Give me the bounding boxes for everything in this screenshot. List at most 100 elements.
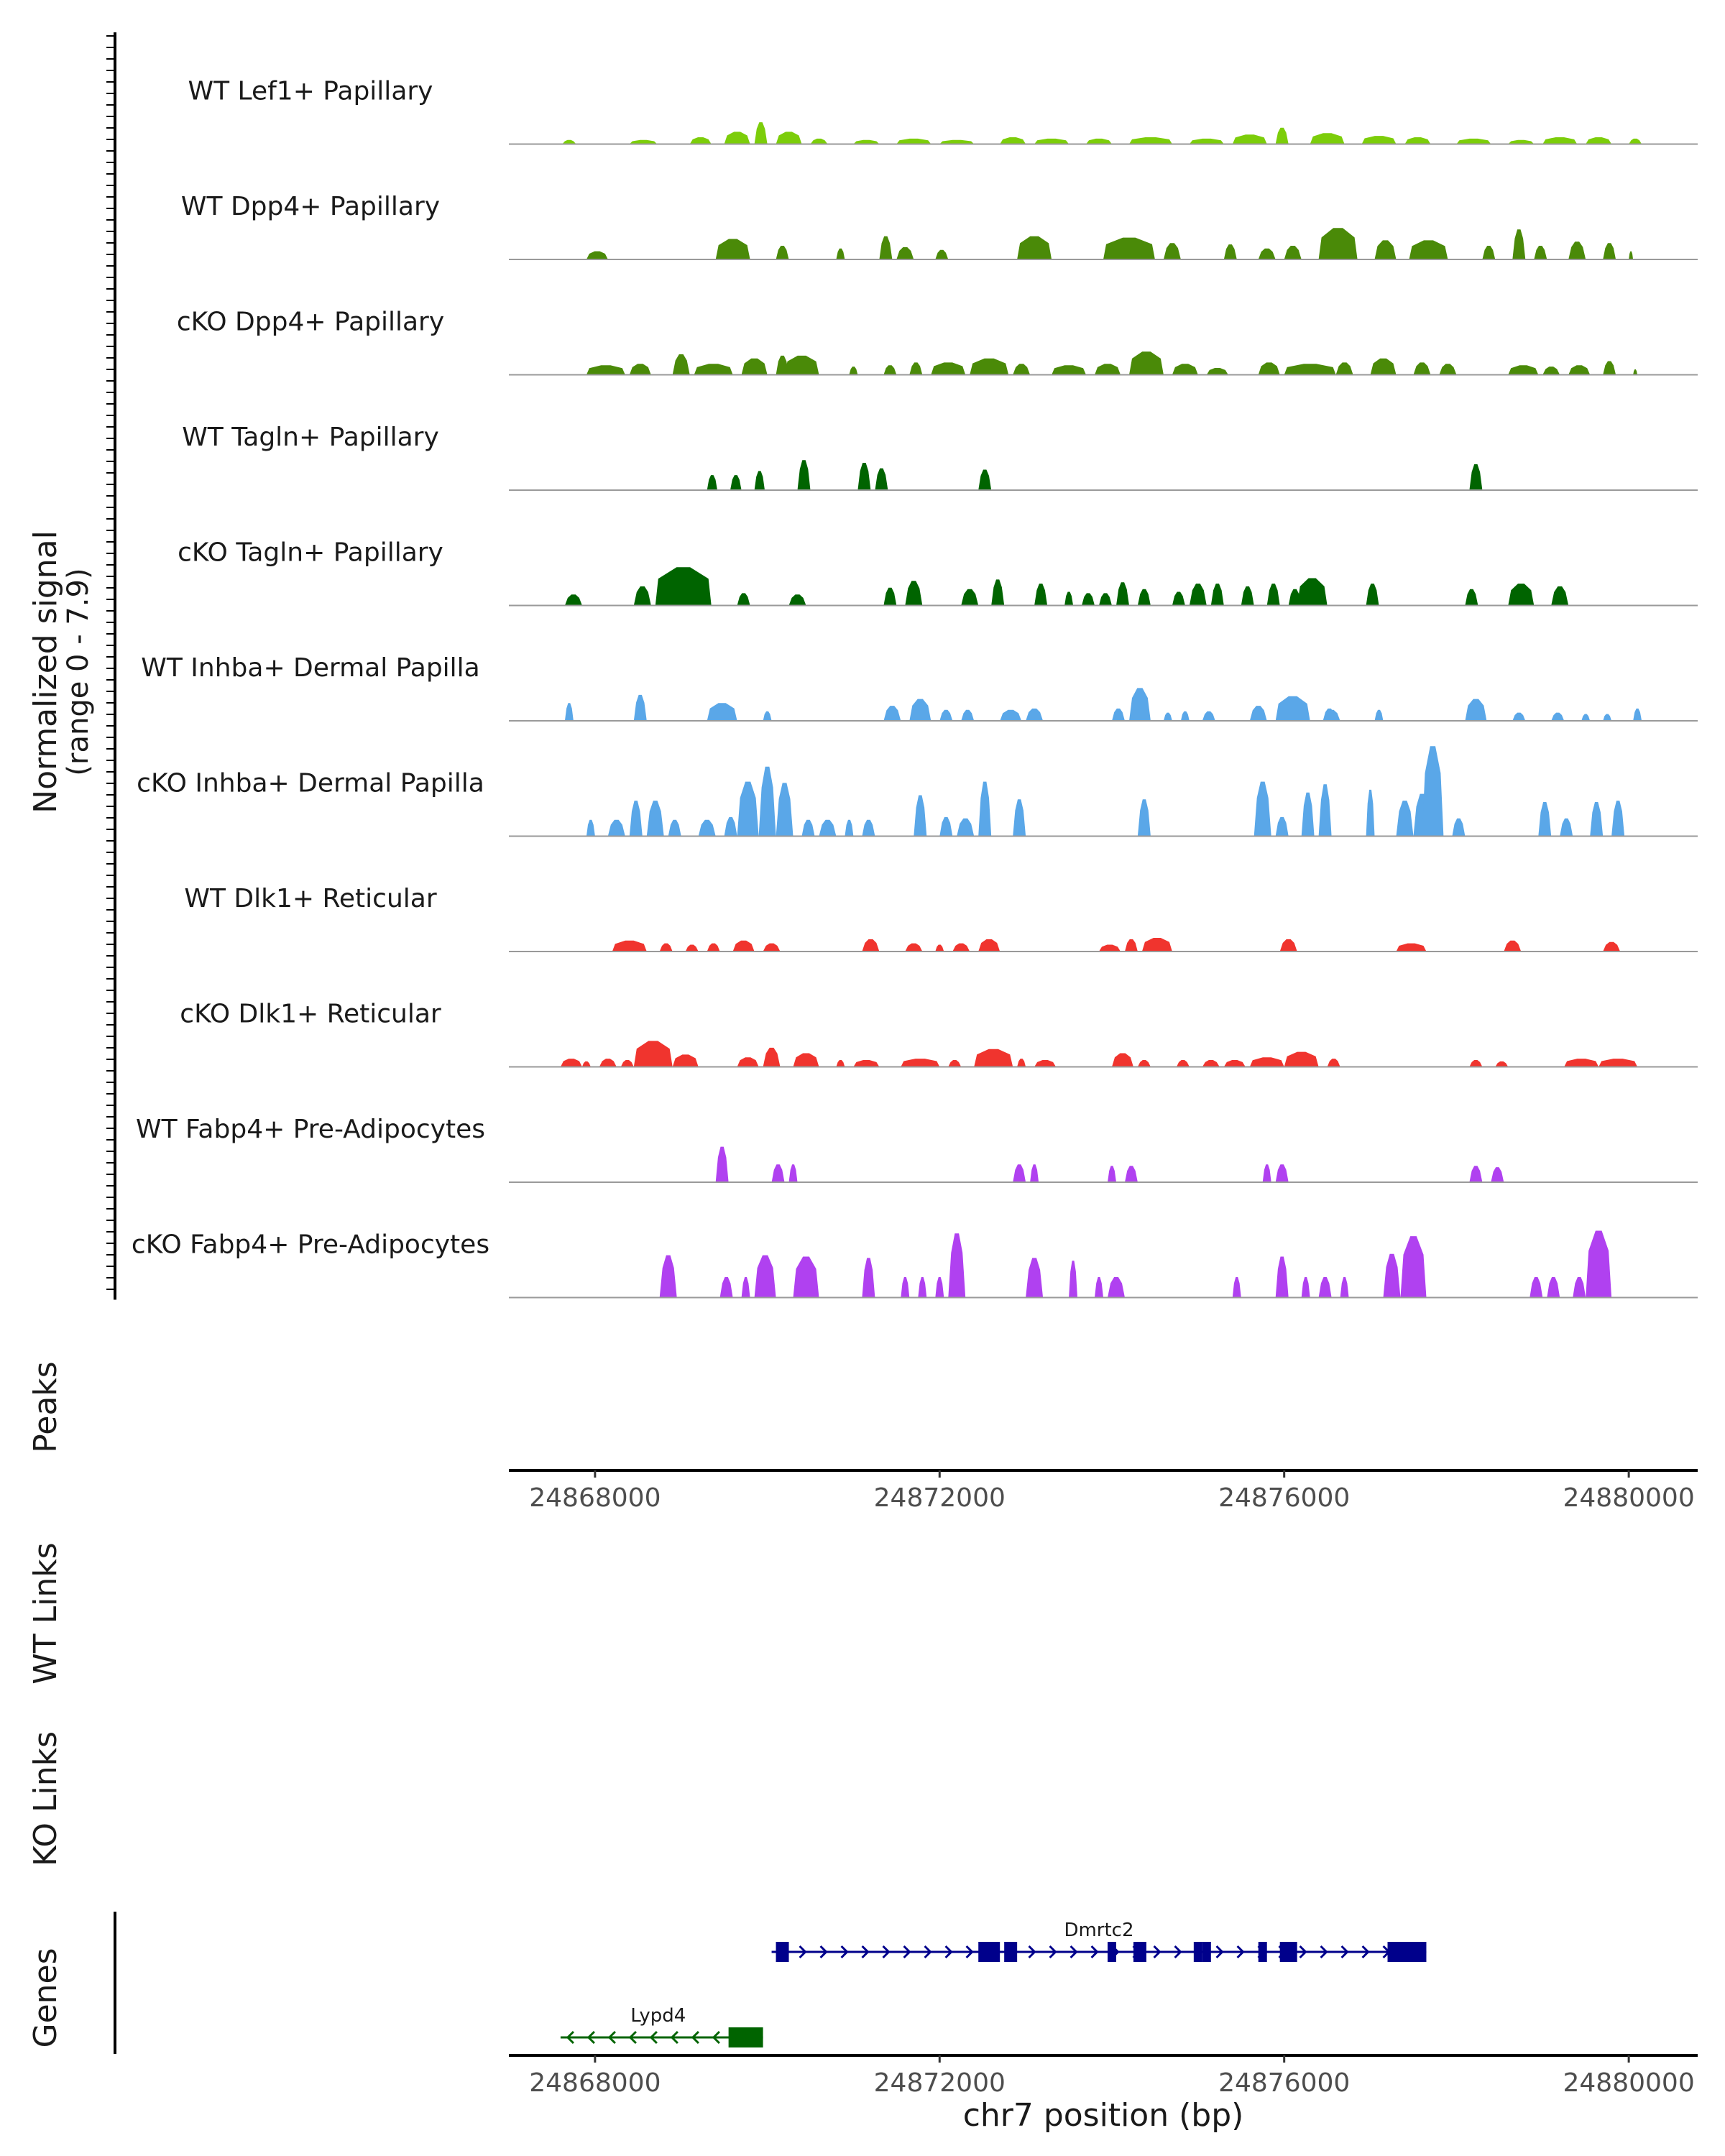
coverage-peak [737,1057,759,1067]
strand-arrow [1320,1945,1328,1959]
strand-arrow [965,1945,974,1959]
coverage-peak [776,132,802,144]
coverage-peak [784,355,819,375]
coverage-peak [1026,1258,1044,1298]
coverage-peak [1095,364,1121,375]
coverage-peak [1275,816,1289,837]
coverage-peak [793,1053,819,1067]
coverage-peak [1223,244,1237,259]
coverage-peak [1629,251,1634,259]
track-11: cKO Fabp4+ Pre-Adipocytes [132,1230,1698,1299]
coverage-peak [1284,364,1336,375]
coverage-peak [1396,943,1427,952]
coverage-peak [957,818,975,837]
coverage-peak [1017,1059,1026,1067]
track-label: WT Lef1+ Papillary [188,77,433,106]
track-label: WT Tagln+ Papillary [182,423,439,452]
coverage-peak [1301,792,1315,837]
coverage-peak [1542,137,1578,144]
coverage-peak [974,1049,1013,1067]
strand-arrow [1049,1945,1057,1959]
wt-links-panel-label: WT Links [27,1542,64,1684]
coverage-peak [1279,939,1297,952]
strand-arrow [607,2030,616,2045]
strand-arrow [1361,1945,1370,1959]
coverage-peak [1491,1167,1504,1182]
strand-arrow [1236,1945,1245,1959]
coverage-peak [1013,799,1026,837]
coverage-peak [1258,248,1276,259]
coverage-peak [1611,801,1625,837]
coverage-peak [853,1060,880,1067]
strand-arrow [1153,1945,1162,1959]
coverage-peak [836,1060,845,1067]
coverage-peak [1202,711,1215,721]
coverage-peak [659,1255,677,1298]
coverage-peak [1508,365,1539,375]
coverage-peak [961,709,975,721]
coverage-peak [1581,714,1591,721]
coverage-peak [694,364,733,375]
coverage-peak [1495,1061,1509,1067]
coverage-peak [715,1146,729,1182]
coverage-peak [905,943,923,952]
coverage-peak [1064,591,1074,606]
x-tick-label: 24868000 [529,2068,661,2098]
coverage-peak [1322,709,1340,721]
coverage-peak [668,819,681,837]
coverage-peak [1189,584,1207,606]
coverage-peak [564,703,574,721]
coverage-peak [1206,368,1228,375]
coverage-peak [1633,369,1638,375]
coverage-peak [1374,240,1397,259]
strand-arrow [799,1945,807,1959]
coverage-peak [754,471,765,490]
coverage-peak [1586,1230,1612,1298]
coverage-peak [776,783,794,837]
track-label: cKO Inhba+ Dermal Papilla [137,769,484,798]
gene-exon [1387,1942,1427,1962]
track-label: WT Dpp4+ Papillary [181,192,440,221]
gene-lypd4: Lypd4 [560,2005,763,2047]
coverage-peak [862,939,880,952]
strand-arrow [691,2030,699,2045]
track-label: WT Inhba+ Dermal Papilla [141,653,479,683]
genes-x-axis: 24868000 24872000 24876000 24880000 [509,2054,1698,2098]
coverage-peak [1409,240,1448,259]
gene-exon [1279,1942,1297,1962]
coverage-peak [1163,243,1181,259]
coverage-peak [1137,1060,1151,1067]
coverage-peak [1232,134,1267,144]
coverage-peak [1340,1277,1349,1298]
coverage-peak [741,358,768,375]
coverage-peak [1034,1060,1057,1067]
gene-exon [978,1942,1000,1962]
coverage-peak [1275,1164,1289,1182]
coverage-peak [1099,593,1112,606]
x-tick-label: 24876000 [1218,2068,1350,2098]
coverage-peak [883,365,897,375]
coverage-peak [875,468,888,490]
coverage-peak [1176,1060,1190,1067]
coverage-peak [883,587,897,606]
coverage-peak [1112,708,1125,721]
gene-exon [1107,1942,1116,1962]
coverage-peak [1210,584,1224,606]
coverage-peak [1284,1051,1319,1067]
coverage-peak [1404,137,1431,144]
coverage-peak [1052,365,1086,375]
coverage-peak [1095,1277,1103,1298]
coverage-peak [935,1277,944,1298]
strand-arrow [1028,1945,1036,1959]
coverage-peak [1310,133,1345,144]
coverage-peak [1633,708,1642,721]
coverage-peak [646,801,664,837]
coverage-peak [1189,138,1224,144]
coverage-peak [1538,802,1552,837]
gene-exon [1133,1942,1146,1962]
coverage-peak [905,581,923,606]
coverage-peak [896,247,914,259]
coverage-peak [672,354,690,375]
coverage-peak [978,469,992,490]
coverage-peak [939,709,953,721]
